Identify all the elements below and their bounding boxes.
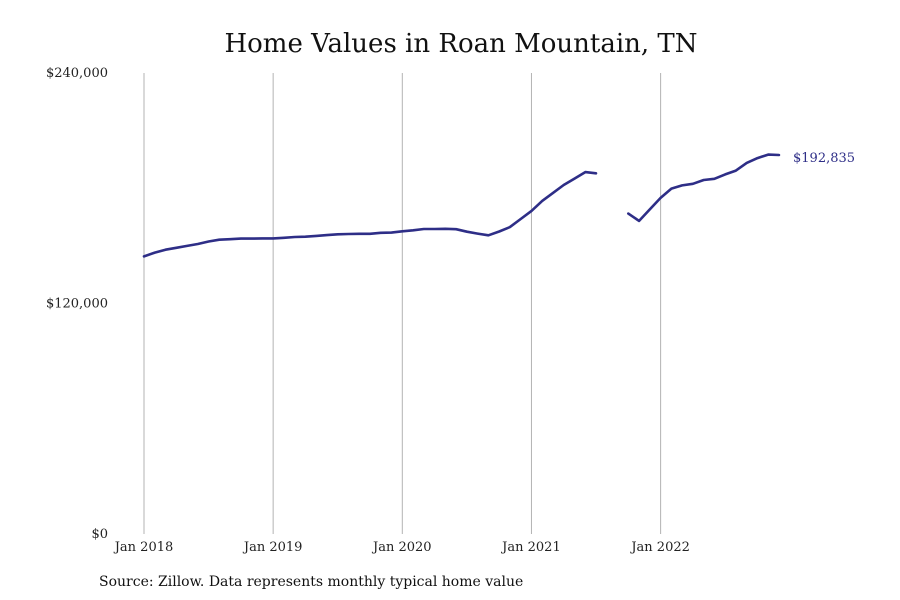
series-lines xyxy=(142,153,781,258)
y-tick-label-0: $0 xyxy=(91,527,108,542)
y-axis-ticks: $0 $120,000 $240,000 xyxy=(46,66,108,542)
source-note: Source: Zillow. Data represents monthly … xyxy=(99,574,523,590)
x-tick-label-2: Jan 2020 xyxy=(371,540,432,555)
grid-lines xyxy=(143,73,662,534)
x-tick-label-3: Jan 2021 xyxy=(500,540,561,555)
series-line-segment-0 xyxy=(142,170,598,258)
x-axis-ticks: Jan 2018 Jan 2019 Jan 2020 Jan 2021 Jan 2022 xyxy=(113,540,690,555)
chart-title: Home Values in Roan Mountain, TN xyxy=(224,29,697,59)
series-line-segment-1 xyxy=(626,153,781,223)
y-tick-label-1: $120,000 xyxy=(46,297,108,312)
x-tick-label-0: Jan 2018 xyxy=(113,540,174,555)
x-tick-label-4: Jan 2022 xyxy=(629,540,690,555)
end-value-label: $192,835 xyxy=(793,151,855,166)
x-tick-label-1: Jan 2019 xyxy=(242,540,303,555)
y-tick-label-2: $240,000 xyxy=(46,66,108,81)
